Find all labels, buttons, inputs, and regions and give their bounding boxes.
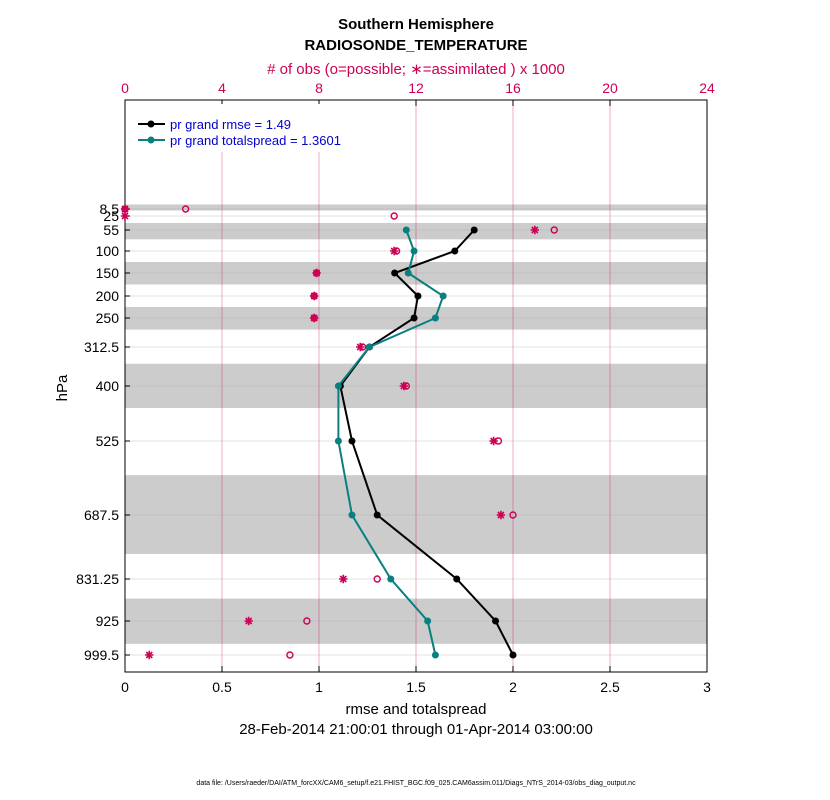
obs-possible-marker-1 (181, 205, 190, 213)
x-tick-label-4: 2 (509, 679, 517, 695)
x-tick-label-5: 2.5 (600, 679, 620, 695)
x-tick-label-0: 0 (121, 679, 129, 695)
series-1-point-10 (424, 617, 432, 625)
obs-assimilated-marker-2 (120, 211, 130, 221)
series-1-point-6 (334, 382, 342, 390)
y-tick-label-0: 8.5 (100, 201, 120, 217)
obs-assimilated-marker-3 (530, 225, 540, 235)
x-tick-label-1: 0.5 (212, 679, 232, 695)
obs-possible-marker-3 (550, 226, 558, 234)
obs-possible-marker-2 (390, 212, 398, 220)
x-axis-label: rmse and totalspread (346, 701, 487, 718)
y-tick-label-8: 400 (96, 378, 120, 394)
series-line-0 (339, 229, 514, 656)
footnote: data file: /Users/raeder/DAI/ATM_forcXX/… (196, 780, 636, 787)
top-tick-label-2: 8 (315, 80, 323, 96)
series-0-point-0 (470, 226, 478, 234)
series-1-point-0 (402, 226, 410, 234)
legend-marker-totalspread (147, 136, 155, 144)
series-1-point-7 (334, 437, 342, 445)
obs-possible-marker-14 (286, 651, 294, 659)
top-tick-label-4: 16 (505, 80, 521, 96)
obs-count-markers (120, 204, 558, 660)
series-1-point-3 (439, 292, 447, 300)
top-tick-label-6: 24 (699, 80, 715, 96)
top-axis-ticks: 0 4 8 12 16 20 24 (121, 80, 715, 106)
series-1-point-11 (431, 651, 439, 659)
obs-assimilated-marker-10 (489, 436, 498, 446)
y-tick-label-13: 999.5 (84, 647, 119, 663)
top-axis-label: # of obs (o=possible; ∗=assimilated ) x … (267, 61, 565, 78)
series-0-point-11 (509, 651, 517, 659)
series-0-point-9 (453, 575, 461, 583)
obs-assimilated-marker-13 (244, 616, 253, 626)
obs-assimilated-marker-4 (389, 246, 399, 256)
obs-assimilated-marker-9 (399, 381, 409, 391)
obs-assimilated-marker-8 (356, 342, 365, 352)
series-1-point-8 (348, 511, 356, 519)
series-0-point-10 (492, 617, 500, 625)
series-0-point-2 (391, 269, 399, 277)
legend: pr grand rmse = 1.49 pr grand totalsprea… (128, 104, 368, 152)
legend-marker-rmse (147, 120, 155, 128)
y-tick-label-11: 831.25 (76, 571, 119, 587)
y-tick-label-4: 150 (96, 265, 120, 281)
y-tick-label-9: 525 (96, 433, 120, 449)
top-tick-label-3: 12 (408, 80, 424, 96)
series-1-point-9 (387, 575, 395, 583)
y-tick-label-6: 250 (96, 310, 120, 326)
series-0-point-8 (373, 511, 381, 519)
legend-label-rmse: pr grand rmse = 1.49 (170, 117, 291, 132)
obs-assimilated-marker-5 (312, 268, 321, 278)
obs-assimilated-marker-14 (145, 650, 154, 660)
top-tick-label-0: 0 (121, 80, 129, 96)
chart-subtitle: RADIOSONDE_TEMPERATURE (304, 37, 527, 54)
series-0-point-1 (451, 247, 459, 255)
y-tick-label-3: 100 (96, 243, 120, 259)
series-1-point-2 (404, 269, 412, 277)
obs-assimilated-marker-7 (309, 313, 319, 323)
y-tick-label-12: 925 (96, 613, 120, 629)
obs-possible-marker-12 (373, 575, 381, 583)
top-tick-label-5: 20 (602, 80, 618, 96)
obs-possible-marker-11 (509, 511, 517, 519)
obs-assimilated-marker-11 (496, 510, 506, 520)
y-tick-label-5: 200 (96, 288, 120, 304)
chart-title: Southern Hemisphere (338, 16, 494, 33)
y-axis-label: hPa (54, 374, 71, 401)
x-axis-ticks: 0 0.5 1 1.5 2 2.5 3 (121, 666, 711, 695)
legend-label-totalspread: pr grand totalspread = 1.3601 (170, 133, 341, 148)
obs-assimilated-marker-6 (309, 291, 319, 301)
y-tick-label-2: 55 (103, 222, 119, 238)
legend-box (128, 104, 368, 152)
series-0-point-3 (414, 292, 422, 300)
series-0-point-7 (348, 437, 356, 445)
x-tick-label-2: 1 (315, 679, 323, 695)
series-line-1 (337, 229, 445, 656)
date-range: 28-Feb-2014 21:00:01 through 01-Apr-2014… (239, 721, 593, 738)
y-tick-label-7: 312.5 (84, 339, 119, 355)
series-0-point-4 (410, 314, 418, 322)
y-tick-label-10: 687.5 (84, 507, 119, 523)
y-tick-label-1: 25 (103, 208, 119, 224)
obs-assimilated-marker-0 (120, 204, 130, 214)
series-1-point-4 (431, 314, 439, 322)
top-tick-label-1: 4 (218, 80, 226, 96)
x-tick-label-6: 3 (703, 679, 711, 695)
series-1-point-1 (410, 247, 418, 255)
series-lines (334, 226, 517, 659)
obs-assimilated-marker-12 (339, 574, 348, 584)
horizontal-gridlines (125, 208, 707, 656)
obs-possible-marker-13 (303, 617, 311, 625)
series-1-point-5 (365, 343, 373, 351)
x-tick-label-3: 1.5 (406, 679, 426, 695)
